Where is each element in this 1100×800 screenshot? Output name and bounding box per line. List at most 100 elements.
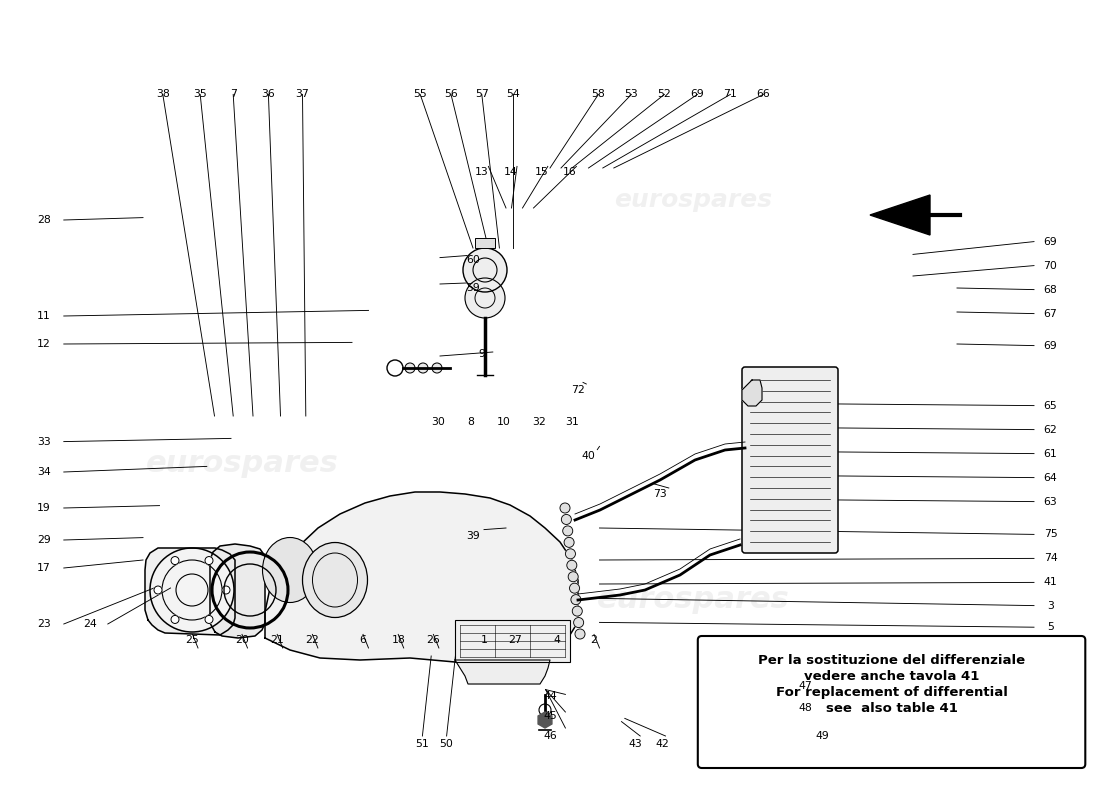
Text: 73: 73 xyxy=(653,490,667,499)
Text: 55: 55 xyxy=(414,90,427,99)
Text: 36: 36 xyxy=(262,90,275,99)
Text: 53: 53 xyxy=(625,90,638,99)
Text: Per la sostituzione del differenziale: Per la sostituzione del differenziale xyxy=(758,654,1025,667)
Text: 22: 22 xyxy=(306,635,319,645)
Text: 71: 71 xyxy=(724,90,737,99)
Text: 1: 1 xyxy=(481,635,487,645)
Text: 46: 46 xyxy=(543,731,557,741)
Text: 12: 12 xyxy=(37,339,51,349)
Circle shape xyxy=(205,557,213,565)
Circle shape xyxy=(170,615,179,623)
Bar xyxy=(475,238,495,248)
Text: 34: 34 xyxy=(37,467,51,477)
Text: 27: 27 xyxy=(508,635,521,645)
Text: 57: 57 xyxy=(475,90,488,99)
Text: 31: 31 xyxy=(565,418,579,427)
Text: 10: 10 xyxy=(497,418,510,427)
Circle shape xyxy=(154,586,162,594)
FancyBboxPatch shape xyxy=(742,367,838,553)
Text: 24: 24 xyxy=(84,619,97,629)
Circle shape xyxy=(571,594,581,605)
Ellipse shape xyxy=(302,542,367,618)
Text: 43: 43 xyxy=(629,739,642,749)
Text: 45: 45 xyxy=(543,711,557,721)
Text: 3: 3 xyxy=(1047,601,1054,610)
Text: 42: 42 xyxy=(656,739,669,749)
Circle shape xyxy=(463,248,507,292)
Text: 67: 67 xyxy=(1044,309,1057,318)
Text: 50: 50 xyxy=(440,739,453,749)
Text: 44: 44 xyxy=(543,691,557,701)
Text: 41: 41 xyxy=(1044,578,1057,587)
Text: 26: 26 xyxy=(427,635,440,645)
Circle shape xyxy=(564,538,574,547)
Text: 47: 47 xyxy=(799,681,812,690)
Circle shape xyxy=(405,363,415,373)
Bar xyxy=(455,620,570,662)
Text: 4: 4 xyxy=(553,635,560,645)
Text: 65: 65 xyxy=(1044,401,1057,410)
Circle shape xyxy=(570,583,580,593)
Ellipse shape xyxy=(263,538,318,602)
Text: 25: 25 xyxy=(186,635,199,645)
Text: 28: 28 xyxy=(37,215,51,225)
Text: 40: 40 xyxy=(582,451,595,461)
Text: 69: 69 xyxy=(1044,237,1057,246)
Text: 49: 49 xyxy=(816,731,829,741)
Text: 64: 64 xyxy=(1044,473,1057,482)
Text: 23: 23 xyxy=(37,619,51,629)
Circle shape xyxy=(418,363,428,373)
Text: 2: 2 xyxy=(591,635,597,645)
Text: 66: 66 xyxy=(757,90,770,99)
Circle shape xyxy=(205,615,213,623)
Text: 8: 8 xyxy=(468,418,474,427)
Text: 68: 68 xyxy=(1044,285,1057,294)
Text: vedere anche tavola 41: vedere anche tavola 41 xyxy=(804,670,979,683)
Text: 16: 16 xyxy=(563,167,576,177)
Circle shape xyxy=(573,618,584,627)
Polygon shape xyxy=(538,712,552,728)
Text: 13: 13 xyxy=(475,167,488,177)
Polygon shape xyxy=(870,195,930,235)
Text: 29: 29 xyxy=(37,535,51,545)
Text: 48: 48 xyxy=(799,703,812,713)
Text: 60: 60 xyxy=(466,255,480,265)
Circle shape xyxy=(170,557,179,565)
Polygon shape xyxy=(145,548,235,635)
Polygon shape xyxy=(742,380,762,406)
Text: 56: 56 xyxy=(444,90,458,99)
Text: eurospares: eurospares xyxy=(596,586,790,614)
Text: 33: 33 xyxy=(37,437,51,446)
Circle shape xyxy=(222,586,230,594)
Text: 61: 61 xyxy=(1044,449,1057,458)
Text: 14: 14 xyxy=(504,167,517,177)
Circle shape xyxy=(561,514,571,525)
Text: 35: 35 xyxy=(194,90,207,99)
Text: 19: 19 xyxy=(37,503,51,513)
Text: 59: 59 xyxy=(466,283,480,293)
Polygon shape xyxy=(455,660,550,684)
Text: 63: 63 xyxy=(1044,497,1057,506)
Text: 9: 9 xyxy=(478,349,485,358)
Text: 5: 5 xyxy=(1047,622,1054,632)
Text: eurospares: eurospares xyxy=(614,188,772,212)
Circle shape xyxy=(432,363,442,373)
Polygon shape xyxy=(265,492,578,662)
Circle shape xyxy=(566,560,576,570)
Circle shape xyxy=(150,548,234,632)
Text: For replacement of differential: For replacement of differential xyxy=(776,686,1008,699)
Circle shape xyxy=(465,278,505,318)
Text: 69: 69 xyxy=(1044,341,1057,350)
Text: see  also table 41: see also table 41 xyxy=(826,702,957,715)
Text: 21: 21 xyxy=(271,635,284,645)
Text: 11: 11 xyxy=(37,311,51,321)
Text: 38: 38 xyxy=(156,90,169,99)
Text: 39: 39 xyxy=(466,531,480,541)
Text: 51: 51 xyxy=(416,739,429,749)
Text: 74: 74 xyxy=(1044,554,1057,563)
Circle shape xyxy=(569,572,579,582)
Text: 52: 52 xyxy=(658,90,671,99)
Text: 69: 69 xyxy=(691,90,704,99)
Text: 30: 30 xyxy=(431,418,444,427)
FancyBboxPatch shape xyxy=(697,636,1086,768)
